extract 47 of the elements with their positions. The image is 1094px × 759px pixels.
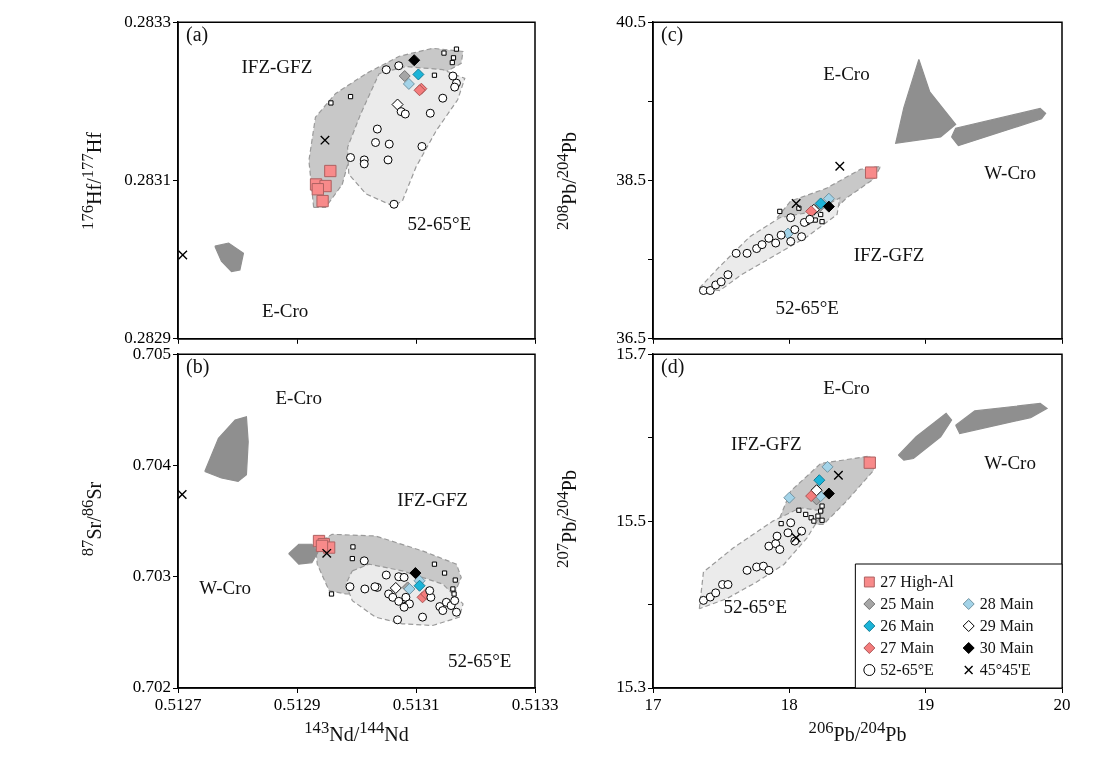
legend-label: 28 Main [979, 595, 1034, 613]
chart-title: (a) [186, 23, 209, 47]
legend-label: 26 Main [880, 617, 935, 635]
legend-label: 27 High-Al [880, 573, 955, 592]
annotation: E-Cro [823, 377, 870, 399]
annotation: IFZ-GFZ [853, 244, 925, 266]
annotation: E-Cro [275, 386, 322, 408]
y-tick-label: 0.2833 [124, 11, 171, 31]
chart-title: (b) [186, 355, 210, 379]
legend-label: 52-65°E [880, 661, 934, 679]
x-tick-label: 0.5129 [273, 694, 321, 714]
annotation: 52-65°E [723, 595, 788, 617]
annotation: W-Cro [984, 452, 1036, 474]
y-tick-label: 0.702 [132, 677, 171, 697]
x-tick-label: 20 [1053, 694, 1071, 714]
y-tick-label: 40.5 [616, 11, 646, 31]
x-axis-title: $^{206}$Pb/$^{204}$Pb [808, 718, 907, 746]
legend-label: 27 Main [880, 639, 935, 657]
annotation: E-Cro [823, 63, 870, 85]
annotation: W-Cro [984, 162, 1036, 184]
annotation: W-Cro [199, 576, 251, 598]
x-tick-label: 0.5133 [511, 694, 559, 714]
legend-label: 29 Main [979, 617, 1034, 635]
x-tick-label: 0.5131 [392, 694, 440, 714]
y-tick-label: 0.704 [132, 454, 172, 474]
y-tick-label: 15.5 [616, 510, 646, 530]
annotation: IFZ-GFZ [397, 489, 468, 511]
y-tick-label: 0.703 [132, 566, 171, 586]
annotation: 52-65°E [775, 297, 839, 319]
annotation: E-Cro [261, 299, 309, 321]
annotation: IFZ-GFZ [730, 433, 802, 455]
annotation: IFZ-GFZ [241, 56, 313, 78]
y-tick-label: 38.5 [616, 169, 646, 189]
legend-label: 45°45'E [979, 661, 1031, 679]
x-tick-label: 18 [780, 694, 798, 714]
y-tick-label: 0.2831 [124, 169, 171, 189]
x-tick-label: 0.5127 [154, 694, 202, 714]
annotation: 52-65°E [447, 650, 512, 672]
annotation: 52-65°E [407, 212, 472, 234]
legend-label: 25 Main [880, 595, 935, 613]
y-tick-label: 15.3 [616, 677, 646, 697]
x-axis-title: $^{143}$Nd/$^{144}$Nd [304, 718, 409, 746]
chart-title: (d) [661, 355, 685, 379]
legend-label: 30 Main [979, 639, 1034, 657]
chart-title: (c) [661, 23, 684, 47]
x-tick-label: 19 [917, 694, 935, 714]
x-tick-label: 17 [644, 694, 662, 714]
